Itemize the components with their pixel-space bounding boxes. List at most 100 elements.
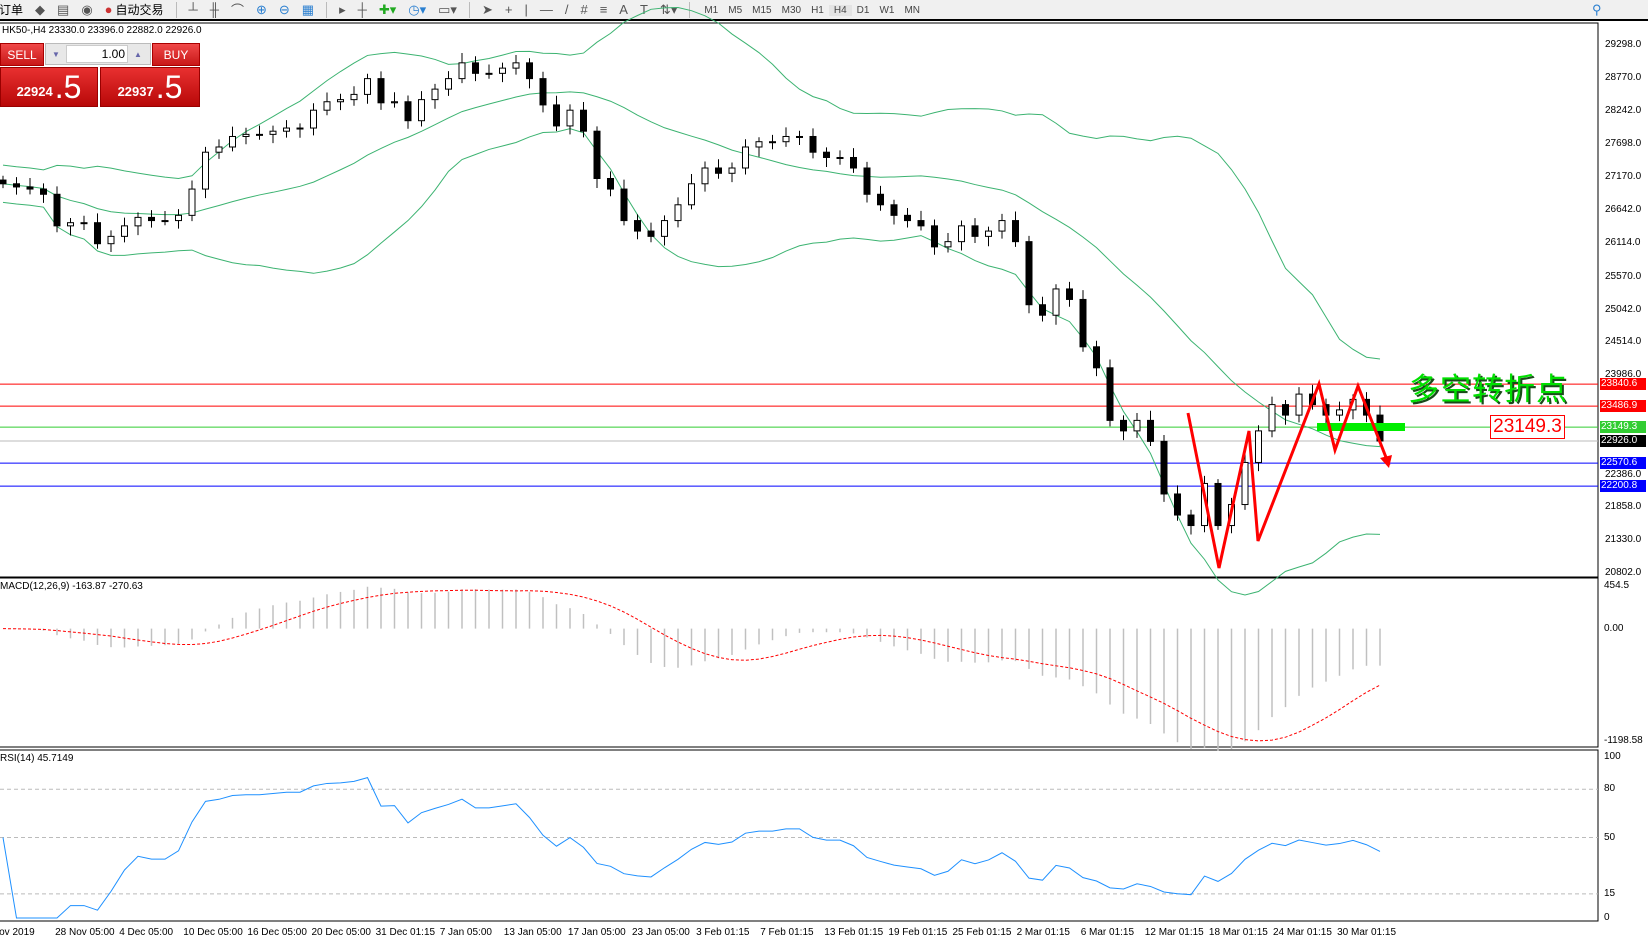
timeframe-mn[interactable]: MN	[904, 4, 921, 16]
horizontal-line-icon[interactable]: —	[539, 2, 553, 17]
terminal-icon[interactable]: ▤	[57, 1, 70, 17]
text-icon[interactable]: A	[619, 2, 628, 17]
bullish-candle	[661, 220, 668, 237]
price-tick: 22386.0	[1605, 468, 1642, 480]
bearish-candle	[40, 188, 47, 195]
bullish-candle	[215, 146, 223, 153]
time-label: 3 Feb 01:15	[696, 927, 750, 938]
macd-label: MACD(12,26,9) -163.87 -270.63	[0, 581, 143, 592]
buy-price-pip: .5	[155, 69, 183, 105]
bullish-candle	[242, 133, 250, 137]
timeframe-h4[interactable]: H4	[828, 4, 852, 16]
zoom-in-icon[interactable]: ⊕	[255, 1, 267, 17]
bearish-candle	[94, 222, 101, 245]
lot-input[interactable]	[66, 45, 128, 63]
bearish-candle	[1147, 419, 1154, 442]
timeframe-h1[interactable]: H1	[811, 4, 824, 16]
sell-price-pip: .5	[54, 69, 82, 105]
bearish-candle	[607, 177, 614, 190]
line-chart-icon[interactable]: ⌒	[230, 3, 244, 18]
bullish-candle	[1241, 461, 1249, 506]
bullish-candle	[1133, 419, 1141, 432]
bullish-candle	[256, 133, 263, 136]
bearish-candle	[53, 193, 61, 227]
bullish-candle	[1295, 393, 1303, 416]
sell-button[interactable]: SELL	[0, 43, 44, 66]
time-label: 10 Dec 05:00	[183, 927, 243, 938]
bearish-candle	[863, 167, 871, 195]
bearish-candle	[553, 104, 560, 127]
buy-price-button[interactable]: 22937.5	[100, 67, 200, 107]
time-label: 20 Dec 05:00	[311, 927, 372, 938]
crosshair-icon[interactable]: +	[504, 2, 513, 17]
macd-signal-line	[2, 589, 1381, 742]
timeframe-bar: M1 M5 M15 M30 H1 H4 D1 W1 MN	[699, 4, 925, 16]
search-icon[interactable]: ⚲	[1592, 1, 1602, 17]
chart-shift-icon[interactable]: ┼	[357, 2, 367, 17]
signals-icon[interactable]: ◉	[81, 1, 93, 17]
text-label-icon[interactable]: T	[639, 2, 648, 17]
turning-point-annotation[interactable]: 多空转折点	[1408, 372, 1568, 408]
time-label: 12 Mar 01:15	[1144, 927, 1204, 938]
bullish-candle	[121, 225, 128, 237]
new-order-button[interactable]: 订单	[0, 1, 26, 19]
bearish-candle	[850, 156, 857, 169]
bullish-candle	[1268, 404, 1276, 432]
sell-price-button[interactable]: 22924.5	[0, 67, 98, 107]
auto-scroll-icon[interactable]: ▸	[339, 1, 346, 17]
auto-trading-button[interactable]: ● 自动交易	[102, 1, 167, 19]
timeframe-m5[interactable]: M5	[728, 4, 743, 16]
lot-decrease-button[interactable]: ▼	[52, 49, 60, 59]
price-tick: 25570.0	[1605, 270, 1642, 282]
bullish-candle	[175, 214, 182, 222]
bearish-candle	[26, 186, 34, 190]
history-icon[interactable]: ◆	[35, 1, 46, 17]
time-label: 31 Dec 01:15	[375, 927, 436, 938]
bullish-candle	[80, 222, 88, 225]
lot-increase-button[interactable]: ▲	[134, 49, 142, 59]
rsi-label: RSI(14) 45.7149	[0, 753, 74, 764]
price-level-label: 23486.9	[1600, 400, 1646, 413]
zoom-out-icon[interactable]: ⊖	[278, 1, 290, 17]
price-tick: 24514.0	[1605, 336, 1642, 348]
timeframe-m1[interactable]: M1	[704, 4, 719, 16]
timeframe-m15[interactable]: M15	[752, 4, 772, 16]
timeframe-m30[interactable]: M30	[781, 4, 802, 16]
indicators-icon[interactable]: ✚▾	[378, 1, 397, 17]
bullish-candle	[944, 241, 952, 248]
bearish-candle	[931, 225, 938, 248]
bearish-candle	[580, 109, 587, 132]
bullish-candle	[323, 101, 331, 111]
cursor-icon[interactable]: ➤	[481, 1, 493, 17]
bar-chart-icon[interactable]: ┴	[188, 2, 198, 17]
bearish-candle	[823, 151, 830, 158]
price-tick: 29298.0	[1605, 39, 1642, 50]
red-zigzag-arrow	[1186, 379, 1391, 569]
bearish-candle	[634, 220, 641, 232]
price-tick: 28770.0	[1605, 71, 1642, 83]
arrows-icon[interactable]: ⇅▾	[659, 1, 678, 17]
bearish-candle	[647, 230, 655, 237]
auto-trading-icon: ●	[104, 2, 113, 17]
bearish-candle	[1160, 440, 1168, 495]
periods-icon[interactable]: ◷▾	[408, 1, 427, 17]
equidistant-channel-icon[interactable]: #	[580, 2, 588, 17]
bullish-candle	[431, 88, 439, 101]
bullish-candle	[782, 135, 790, 143]
time-label: 23 Jan 05:00	[632, 927, 690, 938]
bullish-candle	[958, 225, 965, 243]
buy-button[interactable]: BUY	[152, 43, 200, 66]
tile-windows-icon[interactable]: ▦	[301, 1, 315, 17]
bearish-candle	[0, 179, 7, 185]
templates-icon[interactable]: ▭▾	[438, 1, 457, 17]
timeframe-d1[interactable]: D1	[856, 4, 870, 16]
candlestick-icon[interactable]: ╫	[209, 2, 219, 17]
timeframe-w1[interactable]: W1	[879, 4, 895, 16]
price-tick: 20802.0	[1605, 567, 1642, 579]
bearish-candle	[1039, 304, 1046, 316]
fibonacci-icon[interactable]: ≡	[599, 2, 608, 17]
turning-point-price-box[interactable]: 23149.3	[1490, 415, 1565, 439]
vertical-line-icon[interactable]: |	[524, 2, 528, 17]
trendline-icon[interactable]: /	[564, 2, 569, 17]
